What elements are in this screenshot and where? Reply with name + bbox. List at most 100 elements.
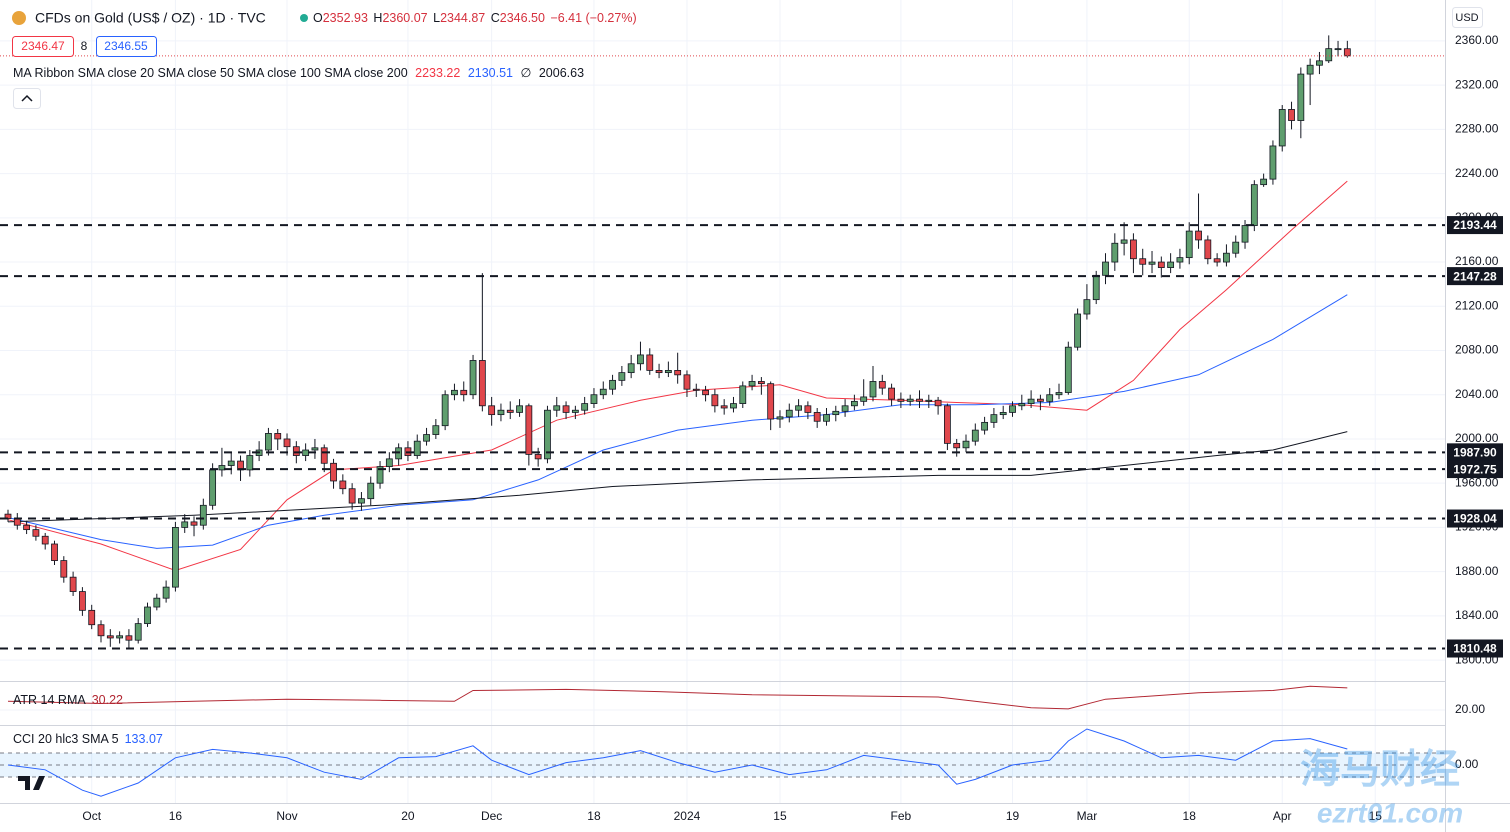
candle-body: [1018, 403, 1026, 407]
collapse-icon: [21, 94, 33, 102]
watermark: ezrt01.com: [1317, 797, 1463, 828]
candle-body: [1269, 145, 1277, 180]
ohlc-value: 2360.07: [382, 11, 427, 25]
candle-body: [906, 398, 914, 402]
candle-body: [823, 414, 830, 422]
x-tick-label: Nov: [276, 809, 297, 823]
candle-body: [655, 370, 663, 374]
level-label-box: [1447, 443, 1503, 462]
candle-body: [1102, 261, 1109, 276]
candle-body: [962, 440, 970, 449]
candle-body: [1092, 274, 1100, 301]
candle-body: [385, 458, 393, 468]
y-tick-label: 2160.00: [1455, 254, 1499, 268]
candle-body: [599, 388, 607, 396]
x-tick-label: 19: [1006, 809, 1020, 823]
currency-button[interactable]: [1452, 7, 1483, 28]
candle-body: [804, 405, 812, 413]
candle-body: [525, 405, 533, 455]
candle-body: [460, 389, 468, 396]
ma-value: 2006.63: [539, 66, 584, 80]
ma-value: ∅: [520, 66, 531, 80]
candle-body: [934, 399, 942, 407]
y-tick-label: 2360.00: [1455, 33, 1499, 47]
candle-body: [451, 389, 458, 396]
candle-body: [1176, 257, 1184, 263]
candle-body: [265, 433, 272, 451]
atr-legend: ATR 14 RMA 30.22: [13, 693, 123, 707]
candle-body: [69, 576, 77, 592]
candle-body: [813, 412, 821, 422]
series-line: [7, 431, 1348, 523]
x-tick-label: 16: [169, 809, 183, 823]
candle-body: [1278, 109, 1286, 147]
y-tick-label: 2120.00: [1455, 298, 1499, 312]
y-tick-label: 2320.00: [1455, 77, 1499, 91]
candle-body: [144, 606, 151, 625]
ohlc-value: 2344.87: [440, 11, 485, 25]
candle-body: [227, 460, 235, 466]
y-tick-label: 2280.00: [1455, 122, 1499, 136]
candle-body: [618, 372, 626, 381]
candle-body: [571, 409, 579, 413]
series-line: [7, 685, 1348, 710]
bid-box[interactable]: [12, 36, 74, 57]
y-tick-label: 1960.00: [1455, 475, 1499, 489]
y-tick-label: 2240.00: [1455, 166, 1499, 180]
candle-body: [246, 455, 254, 471]
candle-body: [1120, 239, 1128, 244]
y-tick-label: 0.00: [1455, 757, 1479, 771]
candle-body: [702, 389, 709, 396]
candle-body: [1185, 230, 1193, 259]
candle-body: [88, 609, 96, 626]
ohlc-value: 2346.50: [500, 11, 545, 25]
candle-body: [413, 440, 421, 456]
candle-body: [562, 405, 570, 413]
x-tick-label: 18: [1183, 809, 1197, 823]
candle-body: [544, 409, 551, 460]
ohlc-value: 2352.93: [323, 11, 368, 25]
level-label-box: [1447, 460, 1503, 479]
candle-body: [1074, 313, 1082, 348]
candle-body: [330, 462, 337, 482]
candle-body: [106, 635, 114, 639]
candle-body: [469, 360, 477, 396]
symbol-icon: [12, 11, 26, 25]
level-label: 2193.44: [1453, 218, 1497, 232]
level-label-box: [1447, 509, 1503, 528]
candle-body: [1297, 73, 1305, 121]
candle-body: [348, 488, 356, 504]
candle-body: [1083, 299, 1091, 315]
candle-body: [1334, 48, 1342, 51]
candle-body: [553, 405, 561, 411]
candle-body: [358, 498, 365, 504]
collapse-button[interactable]: [13, 88, 41, 109]
candle-body: [60, 560, 68, 578]
tv-logo: [18, 776, 45, 790]
level-label: 1972.75: [1453, 462, 1497, 476]
ma-legend-title: MA Ribbon SMA close 20 SMA close 50 SMA …: [13, 66, 408, 80]
x-tick-label: Mar: [1077, 809, 1098, 823]
y-tick-label: 20.00: [1455, 702, 1485, 716]
candle-body: [181, 521, 189, 528]
candle-body: [376, 466, 384, 484]
candle-body: [13, 518, 21, 526]
ma-value: 2233.22: [415, 66, 460, 80]
atr-title: ATR 14 RMA: [13, 693, 86, 707]
series-line: [7, 180, 1348, 572]
candle-body: [999, 412, 1007, 416]
candle-body: [79, 591, 86, 611]
y-tick-label: 2000.00: [1455, 431, 1499, 445]
candle-body: [1167, 261, 1175, 268]
candle-body: [134, 623, 142, 641]
candle-body: [1223, 252, 1230, 263]
candle-body: [23, 524, 31, 531]
ask-box[interactable]: [96, 36, 157, 57]
candle-body: [692, 388, 700, 391]
candle-body: [953, 442, 961, 449]
ohlc-label: C: [491, 11, 500, 25]
candle-body: [320, 447, 328, 464]
level-label-box: [1447, 639, 1503, 658]
candle-body: [720, 405, 728, 409]
